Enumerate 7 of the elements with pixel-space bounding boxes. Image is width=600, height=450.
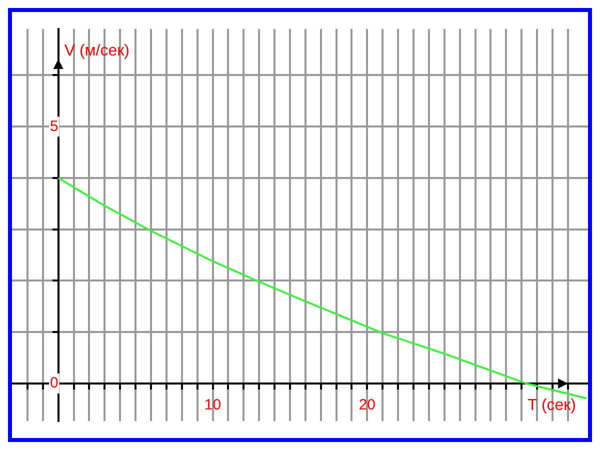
frame-border: 10 20 0 5 V (м/сек) T (сек) [8, 8, 592, 442]
y-tick-label: 5 [50, 118, 58, 135]
x-tick-label: 10 [204, 396, 222, 414]
x-tick-label: 20 [358, 396, 376, 414]
y-axis-title: V (м/сек) [64, 42, 130, 60]
y-tick-label: 0 [50, 374, 58, 392]
x-axis-title: T (сек) [528, 396, 576, 414]
